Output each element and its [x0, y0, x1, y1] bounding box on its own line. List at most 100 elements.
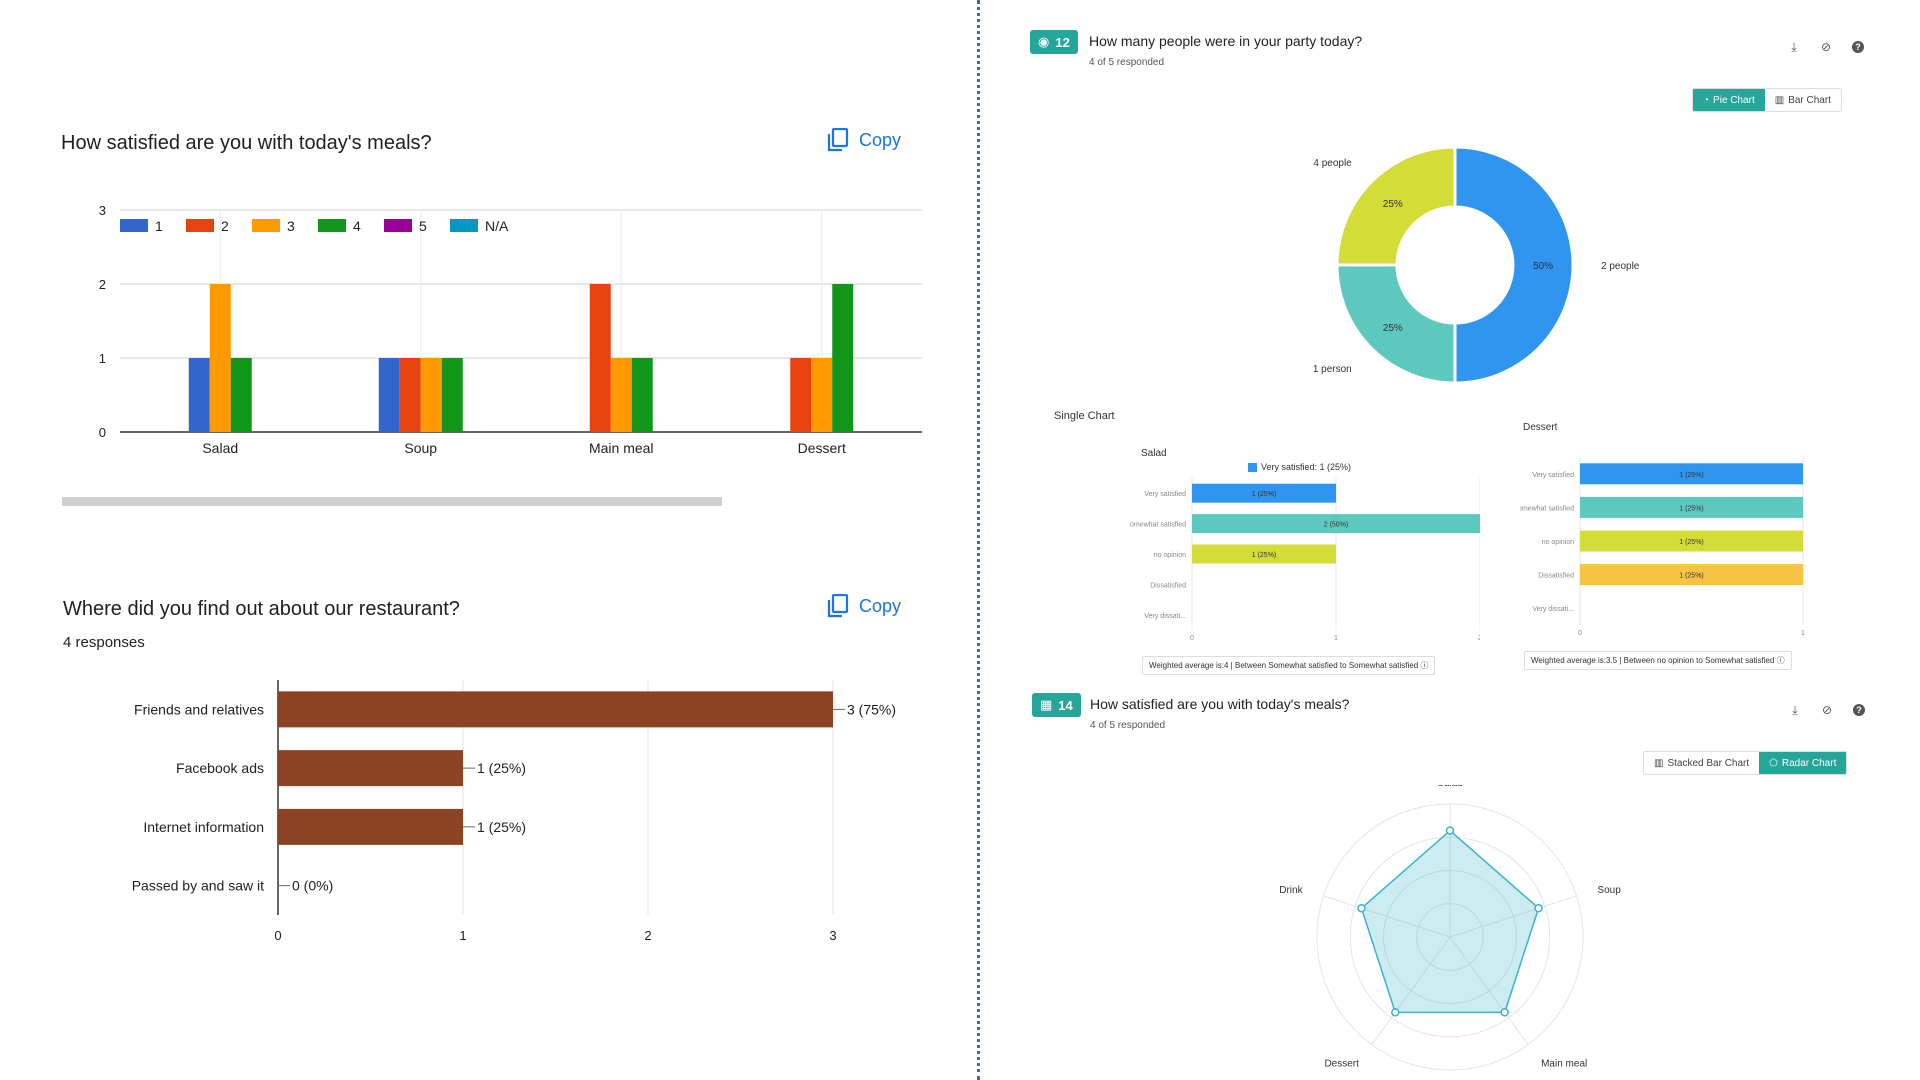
dessert-weighted-text: Weighted average is:3.5 | Between no opi…: [1531, 656, 1775, 665]
x-tick-label: 1: [1334, 635, 1338, 642]
hide-icon[interactable]: ⊘: [1820, 40, 1832, 54]
y-category-label: Facebook ads: [176, 760, 264, 776]
copy-button-source[interactable]: Copy: [827, 594, 901, 618]
legend-label: 3: [287, 218, 295, 234]
bar-chart-button[interactable]: ▥ Bar Chart: [1764, 89, 1841, 111]
bar-no-opinion: [1192, 544, 1336, 564]
slice-percent-label: 25%: [1383, 323, 1403, 334]
radar-area: [1360, 829, 1540, 1014]
y-category-label: Dissatisfied: [1150, 582, 1186, 589]
copy-button-meals[interactable]: Copy: [827, 128, 901, 152]
salad-weighted-average: Weighted average is:4 | Between Somewhat…: [1142, 656, 1436, 675]
slice-category-label: 1 person: [1313, 364, 1352, 375]
grid-icon: ▦: [1040, 697, 1053, 712]
help-icon[interactable]: ?: [1851, 702, 1867, 718]
copy-icon: [827, 128, 849, 152]
legend-swatch: [186, 219, 214, 232]
slice-category-label: 4 people: [1313, 158, 1352, 169]
bar-value-label: 1 (25%): [1252, 491, 1277, 498]
party-responded: 4 of 5 responded: [1089, 57, 1165, 68]
bar-value-label: 2 (50%): [1324, 522, 1349, 529]
dessert-weighted-average: Weighted average is:3.5 | Between no opi…: [1524, 651, 1792, 670]
y-category-label: Somewhat satisfied: [1130, 522, 1186, 529]
question-number-badge-14: ▦ 14: [1032, 693, 1081, 717]
y-category-label: Dissatisfied: [1538, 573, 1574, 580]
x-tick-label: 0: [1190, 635, 1194, 642]
x-category-label: Main meal: [589, 440, 654, 456]
stacked-bar-chart-button[interactable]: ▥ Stacked Bar Chart: [1644, 752, 1760, 774]
y-category-label: Very satisfied: [1144, 491, 1186, 498]
horizontal-scrollbar[interactable]: [62, 497, 722, 506]
x-tick-label: 0: [274, 928, 281, 943]
y-tick-label: 1: [99, 351, 106, 366]
source-horizontal-bar-chart: 0 1 2 3 Friends and relatives 3 (75%) Facebook…: [132, 680, 896, 943]
pie-chart-button[interactable]: ◔ Pie Chart: [1693, 89, 1765, 111]
legend-swatch: [252, 219, 280, 232]
bar-salad-1: [188, 358, 210, 432]
legend-label: 5: [419, 218, 427, 234]
y-tick-label: 3: [99, 203, 106, 218]
legend-swatch: [318, 219, 346, 232]
pie-icon: ◔: [1703, 94, 1710, 106]
single-chart-label: Single Chart: [1054, 410, 1115, 422]
dessert-subchart-title: Dessert: [1523, 422, 1558, 433]
meals-radar-question-title: How satisfied are you with today's meals…: [1090, 696, 1350, 712]
y-tick-label: 2: [99, 277, 106, 292]
bar-dessert-4: [832, 284, 854, 432]
salad-subchart-title: Salad: [1141, 448, 1167, 459]
hide-icon[interactable]: ⊘: [1821, 703, 1833, 717]
x-category-label: Soup: [404, 440, 437, 456]
help-icon[interactable]: ?: [1850, 39, 1866, 55]
legend-label: 2: [221, 218, 229, 234]
dessert-single-bar-chart: 0 1 1 (25%) Very satisfied 1 (25%) Somewhat s…: [1520, 457, 1805, 637]
info-icon[interactable]: ⓘ: [1776, 656, 1785, 665]
y-category-label: Friends and relatives: [134, 701, 264, 717]
bar-soup-3: [420, 358, 442, 432]
radar-spoke: [1323, 895, 1451, 938]
bar-chart-icon: ▥: [1654, 757, 1664, 769]
question-number-badge: ◉ 12: [1030, 30, 1078, 54]
bar-value-label: 1 (25%): [477, 760, 526, 776]
bar-soup-4: [441, 358, 463, 432]
radar-point-drink: [1357, 903, 1366, 913]
x-tick-label: 1: [1801, 630, 1805, 637]
slice-percent-label: 50%: [1533, 261, 1553, 272]
radio-icon: ◉: [1038, 34, 1050, 49]
radar-chart-button[interactable]: ⬠ Radar Chart: [1759, 752, 1847, 774]
radar-point-dessert: [1391, 1008, 1400, 1017]
legend-swatch: [450, 219, 478, 232]
radar-axis-label: Main meal: [1541, 1058, 1587, 1069]
bar-internet-information: [278, 808, 463, 845]
bar-main-meal-2: [589, 284, 611, 432]
bar-very-satisfied: [1580, 463, 1803, 485]
legend-label: 1: [155, 218, 163, 234]
y-category-label: Very satisfied: [1532, 472, 1574, 479]
legend-swatch: [384, 219, 412, 232]
bar-friends-and-relatives: [278, 691, 833, 728]
radar-point-main-meal: [1500, 1008, 1509, 1017]
bar-soup-1: [378, 358, 400, 432]
bar-value-label: 3 (75%): [847, 701, 896, 717]
party-question-title: How many people were in your party today…: [1089, 33, 1363, 49]
y-category-label: no opinion: [1154, 552, 1186, 559]
y-category-label: Internet information: [143, 819, 264, 835]
salad-weighted-text: Weighted average is:4 | Between Somewhat…: [1149, 661, 1419, 670]
donut-slice-1-person: [1335, 263, 1457, 385]
salad-legend-text: Very satisfied: 1 (25%): [1261, 462, 1352, 472]
copy-icon: [827, 594, 849, 618]
salad-single-bar-chart: 0 1 2 1 (25%) Very satisfied 2 (50%) Somewhat …: [1130, 478, 1480, 642]
legend-label: 4: [353, 218, 361, 234]
chart-type-toggle: ◔ Pie Chart ▥ Bar Chart: [1692, 88, 1842, 112]
radar-point-soup: [1534, 903, 1543, 913]
download-icon[interactable]: ⤓: [1792, 702, 1798, 717]
info-icon[interactable]: ⓘ: [1420, 661, 1429, 670]
y-tick-label: 0: [99, 425, 106, 440]
radar-spoke: [1449, 895, 1577, 938]
radar-axis-label: Soup: [1597, 885, 1621, 896]
download-icon[interactable]: ⤓: [1791, 39, 1797, 54]
x-category-label: Dessert: [798, 440, 846, 456]
source-question-title: Where did you find out about our restaur…: [63, 598, 460, 620]
bar-no-opinion: [1580, 530, 1803, 552]
bar-salad-4: [230, 358, 252, 432]
copy-label: Copy: [859, 595, 902, 616]
